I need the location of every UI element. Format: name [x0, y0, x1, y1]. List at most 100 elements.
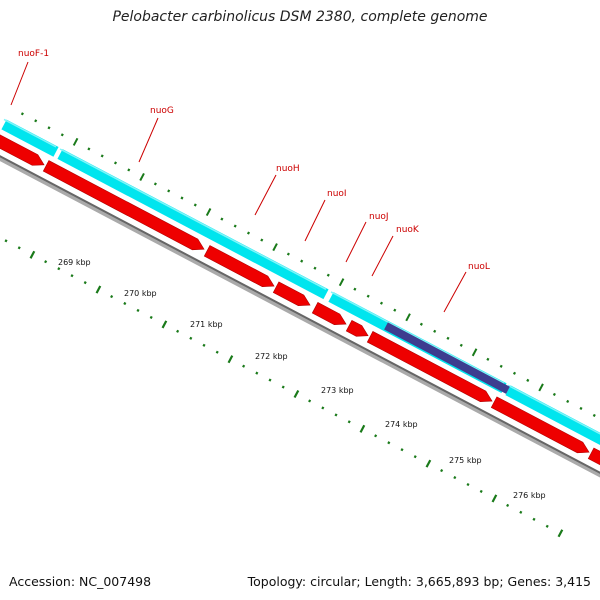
cds-segment-edge — [507, 384, 600, 435]
tick-mark — [233, 224, 237, 228]
gene-arrows — [0, 134, 600, 467]
scale-tick — [189, 336, 193, 340]
scale-labels: 269 kbp 270 kbp 271 kbp 272 kbp 273 kbp … — [58, 258, 546, 500]
tick-mark — [338, 278, 345, 287]
scale-label: 275 kbp — [449, 456, 482, 465]
scale-tick — [506, 503, 510, 507]
tick-mark — [193, 203, 197, 207]
scale-label: 273 kbp — [321, 386, 354, 395]
scale-tick — [268, 378, 272, 382]
tick-mark — [72, 137, 79, 146]
gene-arrow[interactable] — [311, 302, 347, 325]
scale-tick — [532, 517, 536, 521]
scale-tick — [545, 524, 549, 528]
gene-arrow[interactable] — [272, 281, 311, 306]
scale-tick — [374, 434, 378, 438]
tick-mark — [405, 313, 411, 322]
gene-labels: nuoF-1 nuoG nuoH nuoI nuoJ nuoK nuoL — [10, 49, 490, 313]
tick-mark — [220, 217, 224, 221]
tick-mark — [246, 231, 251, 235]
gene-arrow[interactable] — [490, 396, 590, 454]
tick-mark — [272, 243, 278, 252]
tick-mark — [60, 133, 64, 137]
scale-tick — [29, 250, 36, 259]
gene-label-nuoH[interactable]: nuoH — [254, 164, 300, 216]
scale-tick — [227, 355, 234, 364]
tick-mark — [419, 322, 423, 326]
tick-mark — [139, 172, 145, 181]
tick-mark — [300, 259, 304, 263]
tick-mark — [446, 336, 450, 340]
scale-tick — [347, 420, 351, 424]
gene-label-nuoL[interactable]: nuoL — [443, 262, 490, 313]
tick-mark — [579, 406, 583, 411]
gene-label-text: nuoI — [327, 189, 347, 199]
backbone-shadow — [0, 155, 600, 478]
gene-label-text: nuoK — [396, 225, 420, 235]
tick-mark — [326, 273, 330, 277]
gene-arrow[interactable] — [0, 134, 45, 166]
backbone-line — [0, 155, 600, 474]
scale-tick — [202, 343, 206, 347]
scale-label: 269 kbp — [58, 258, 91, 267]
gene-label-nuoF-1[interactable]: nuoF-1 — [10, 49, 49, 106]
tick-mark — [167, 189, 171, 193]
scale-label: 270 kbp — [124, 289, 157, 298]
accession-text: Accession: NC_007498 — [9, 574, 152, 589]
gene-label-text: nuoF-1 — [18, 49, 49, 59]
scale-tick — [4, 239, 8, 243]
gene-label-nuoJ[interactable]: nuoJ — [345, 212, 389, 263]
tick-mark — [566, 399, 570, 403]
scale-tick — [425, 459, 432, 468]
gene-label-text: nuoJ — [369, 212, 389, 222]
tick-mark — [486, 357, 490, 361]
scale-tick — [334, 413, 338, 417]
scale-tick — [95, 285, 102, 294]
tick-mark — [34, 119, 38, 123]
tick-mark — [260, 238, 264, 242]
scale-tick — [161, 320, 168, 329]
gene-label-nuoG[interactable]: nuoG — [138, 106, 174, 163]
tick-mark — [100, 154, 104, 158]
scale-tick — [57, 267, 61, 271]
gene-arrow[interactable] — [345, 319, 369, 337]
cds-segment-edge — [3, 118, 57, 148]
scale-label: 276 kbp — [513, 491, 546, 500]
scale-tick — [281, 385, 285, 389]
scale-tick — [308, 399, 312, 403]
scale-tick — [321, 406, 325, 410]
scale-tick — [17, 246, 21, 250]
tick-mark — [205, 208, 212, 217]
gene-arrow[interactable] — [366, 331, 493, 402]
cds-segment-edge — [330, 291, 505, 384]
scale-tick — [123, 301, 127, 306]
tick-mark — [87, 147, 91, 151]
scale-tick — [44, 260, 48, 264]
scale-tick — [70, 274, 74, 278]
highlight-segment[interactable] — [384, 322, 510, 394]
genome-summary: Topology: circular; Length: 3,665,893 bp… — [247, 574, 591, 589]
scale-label: 272 kbp — [255, 352, 288, 361]
tick-mark — [379, 301, 384, 305]
scale-tick — [413, 455, 417, 459]
scale-tick — [387, 441, 391, 445]
gene-label-nuoK[interactable]: nuoK — [371, 225, 420, 277]
tick-mark — [512, 371, 517, 375]
tick-mark — [552, 392, 556, 396]
tick-mark — [526, 378, 530, 382]
gene-arrow[interactable] — [587, 447, 600, 467]
gene-arrow[interactable] — [42, 160, 205, 251]
scale-tick — [466, 482, 470, 487]
scale-tick — [359, 424, 366, 433]
scale-tick — [557, 529, 564, 538]
cds-track — [1, 118, 600, 446]
scale-tick — [400, 448, 404, 452]
gene-label-nuoI[interactable]: nuoI — [304, 189, 347, 242]
tick-mark — [471, 348, 478, 357]
gene-label-text: nuoG — [150, 106, 174, 116]
gene-arrow[interactable] — [203, 245, 275, 287]
cds-segment-edge — [59, 148, 327, 290]
scale-tick — [242, 364, 246, 368]
scale-label: 271 kbp — [190, 320, 223, 329]
